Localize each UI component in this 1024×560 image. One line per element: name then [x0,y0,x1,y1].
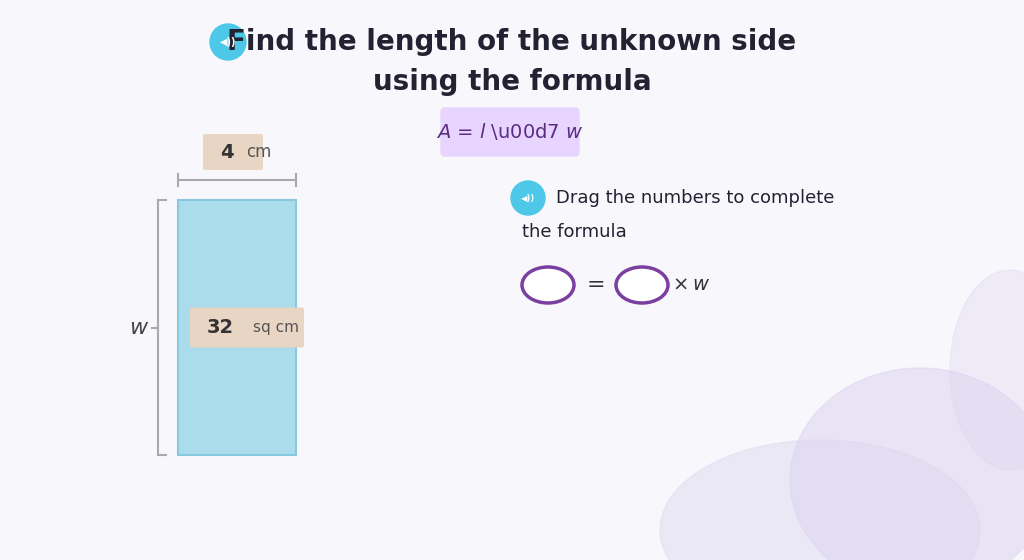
FancyBboxPatch shape [178,200,296,455]
Text: Find the length of the unknown side: Find the length of the unknown side [227,28,797,56]
Text: 32: 32 [207,318,233,337]
Polygon shape [790,368,1024,560]
Text: ◀)): ◀)) [521,194,536,203]
Ellipse shape [616,267,668,303]
Circle shape [210,24,246,60]
Text: using the formula: using the formula [373,68,651,96]
Text: ◀)): ◀)) [220,37,237,47]
FancyBboxPatch shape [441,108,579,156]
Ellipse shape [522,267,574,303]
Text: cm: cm [247,143,271,161]
Text: w: w [129,318,147,338]
Polygon shape [950,270,1024,470]
Text: =: = [587,275,605,295]
Text: sq cm: sq cm [253,320,299,335]
Text: the formula: the formula [522,223,627,241]
Text: $\mathit{w}$: $\mathit{w}$ [692,276,710,295]
FancyBboxPatch shape [190,307,304,348]
Text: $\mathit{A}$ = $\mathit{l}$ \u00d7 $\mathit{w}$: $\mathit{A}$ = $\mathit{l}$ \u00d7 $\mat… [436,122,584,142]
Polygon shape [660,440,980,560]
Text: ×: × [672,276,688,295]
Circle shape [511,181,545,215]
Text: 4: 4 [220,142,233,161]
Text: Drag the numbers to complete: Drag the numbers to complete [556,189,835,207]
FancyBboxPatch shape [203,134,263,170]
